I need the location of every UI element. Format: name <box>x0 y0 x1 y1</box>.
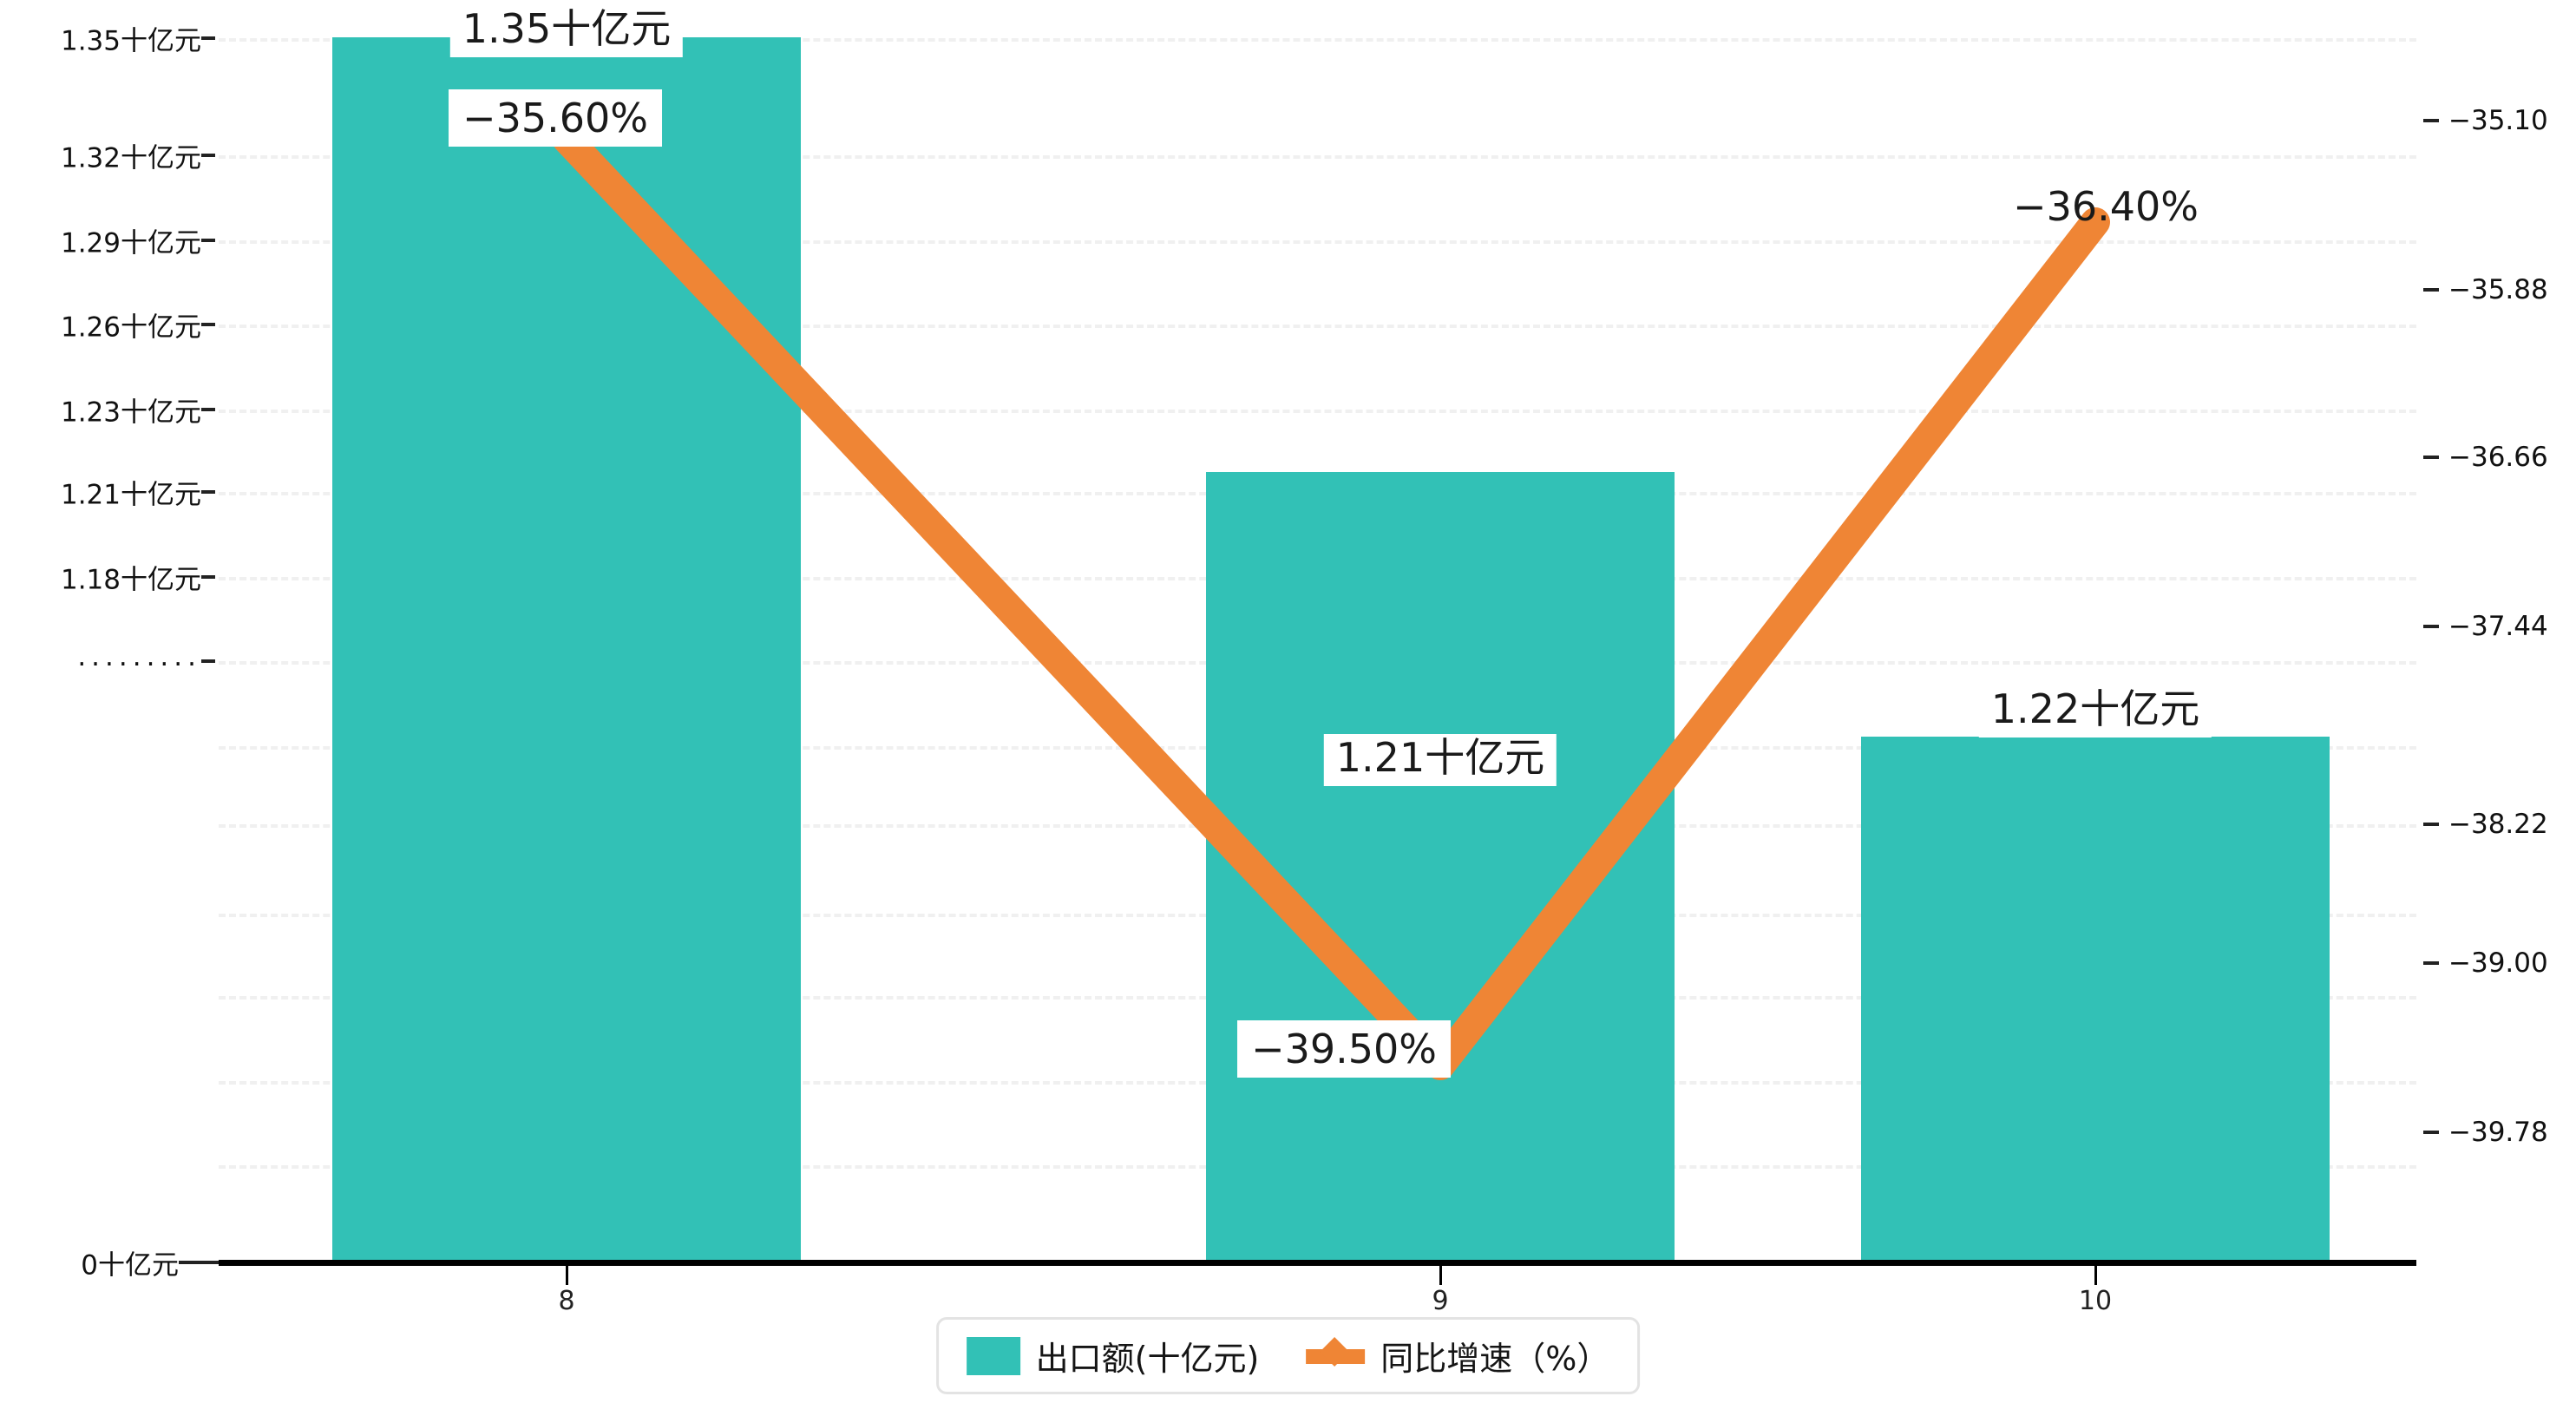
y-left-tick <box>201 408 215 411</box>
line-value-label-9: −39.50% <box>1237 1020 1451 1078</box>
y-right-tick-label: −35.10 <box>2448 105 2548 136</box>
gridline <box>219 240 2416 244</box>
line-value-label-10: −36.40% <box>2013 183 2199 230</box>
bar-value-label-9: 1.21十亿元 <box>1323 734 1557 786</box>
y-left-tick-label: 1.23十亿元 <box>60 397 201 429</box>
gridline <box>219 38 2416 42</box>
bar-8[interactable] <box>332 37 801 1262</box>
x-tick-label-9: 9 <box>1432 1286 1449 1316</box>
bar-value-label-8: 1.35十亿元 <box>449 5 684 57</box>
x-tick-label-10: 10 <box>2078 1286 2113 1316</box>
y-left-tick <box>201 36 215 40</box>
y-left-tick <box>201 659 215 663</box>
x-tick <box>1439 1266 1442 1285</box>
legend-label-export-value: 出口额(十亿元) <box>1035 1340 1260 1378</box>
y-right-tick-label: −37.44 <box>2448 611 2548 642</box>
growth-rate-line[interactable] <box>552 124 2110 1080</box>
x-tick <box>2094 1266 2097 1285</box>
y-right-tick-label: −39.00 <box>2448 947 2548 979</box>
bar-10[interactable] <box>1861 737 2330 1262</box>
y-left-axis-break-label: ········· <box>77 649 201 680</box>
y-right-tick <box>2423 625 2439 628</box>
y-left-tick <box>201 239 215 242</box>
y-right-tick <box>2423 961 2439 965</box>
y-left-tick-label-zero: 0十亿元 <box>81 1249 179 1282</box>
y-right-tick <box>2423 1131 2439 1134</box>
y-left-tick <box>201 154 215 157</box>
bar-value-label-10: 1.22十亿元 <box>1978 685 2212 738</box>
line-value-label-8: −35.60% <box>449 89 662 147</box>
line-marker-icon <box>1306 1336 1366 1375</box>
y-right-tick <box>2423 119 2439 122</box>
legend-item-export-value[interactable]: 出口额(十亿元) <box>966 1332 1260 1380</box>
legend-label-growth-rate: 同比增速（%） <box>1380 1340 1610 1378</box>
y-right-tick-label: −39.78 <box>2448 1117 2548 1148</box>
y-right-tick-label: −36.66 <box>2448 442 2548 473</box>
gridline <box>219 410 2416 413</box>
y-left-tick-label: 1.26十亿元 <box>60 311 201 344</box>
y-left-tick <box>201 575 215 579</box>
y-left-tick <box>179 1261 219 1264</box>
y-right-tick <box>2423 823 2439 826</box>
y-right-tick <box>2423 456 2439 459</box>
legend-item-growth-rate[interactable]: 同比增速（%） <box>1306 1332 1609 1380</box>
y-left-tick-label: 1.29十亿元 <box>60 227 201 259</box>
y-right-tick-label: −38.22 <box>2448 809 2548 840</box>
y-left-tick <box>201 490 215 494</box>
x-axis-line <box>219 1260 2416 1266</box>
gridline <box>219 155 2416 159</box>
y-left-tick-label: 1.21十亿元 <box>60 479 201 511</box>
y-right-tick <box>2423 288 2439 292</box>
y-left-tick-label: 1.32十亿元 <box>60 142 201 174</box>
y-right-tick-label: −35.88 <box>2448 274 2548 305</box>
plot-area <box>219 35 2416 1262</box>
gridline <box>219 324 2416 328</box>
y-left-tick-label: 1.18十亿元 <box>60 564 201 596</box>
x-tick-label-8: 8 <box>558 1286 575 1316</box>
x-tick <box>566 1266 568 1285</box>
legend: 出口额(十亿元) 同比增速（%） <box>935 1317 1641 1394</box>
bar-swatch-icon <box>966 1336 1020 1375</box>
y-left-tick <box>201 323 215 326</box>
y-left-tick-label: 1.35十亿元 <box>60 25 201 57</box>
